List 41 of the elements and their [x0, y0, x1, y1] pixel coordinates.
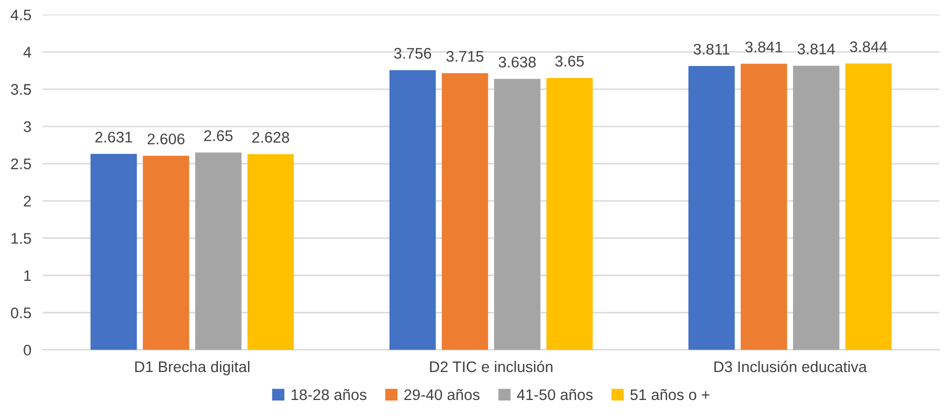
y-tick-label: 4 — [23, 46, 32, 58]
legend-label: 51 años o + — [630, 389, 710, 400]
x-tick-label: D2 TIC e inclusión — [430, 360, 552, 372]
bar — [247, 154, 294, 350]
bar — [442, 73, 488, 350]
y-tick-label: 4.5 — [10, 10, 31, 20]
y-tick-label: 2 — [24, 196, 31, 206]
y-tick-label: 3 — [24, 121, 31, 132]
data-label: 3.638 — [498, 56, 536, 68]
y-tick-label: 2.5 — [11, 158, 31, 170]
bar — [389, 70, 436, 350]
bar — [546, 78, 593, 350]
data-label: 3.814 — [798, 44, 835, 54]
legend-label: 18-28 años — [292, 389, 366, 400]
bar — [90, 154, 137, 350]
y-tick-label: 1 — [24, 270, 31, 281]
y-tick-label: 0.5 — [10, 307, 31, 318]
legend-label: 41-50 años — [517, 389, 593, 400]
bar — [142, 156, 190, 350]
y-tick-label: 3.5 — [10, 84, 31, 95]
data-label: 3.811 — [694, 44, 730, 55]
bar — [195, 152, 242, 350]
data-label: 3.715 — [446, 50, 484, 62]
y-tick-label: 1.5 — [12, 233, 31, 244]
bar — [793, 66, 840, 350]
data-label: 2.631 — [95, 132, 132, 143]
y-tick-label: 0 — [24, 344, 31, 356]
x-tick-label: D3 Inclusión educativa — [714, 360, 867, 372]
bar — [688, 66, 735, 350]
data-label: 3.841 — [745, 42, 782, 52]
bar — [845, 64, 892, 350]
data-label: 2.628 — [252, 132, 290, 143]
data-label: 3.65 — [555, 56, 584, 67]
x-tick-label: D1 Brecha digital — [135, 360, 250, 376]
data-label: 2.606 — [148, 134, 184, 144]
legend-label: 29-40 años — [404, 389, 480, 400]
bar — [494, 78, 540, 350]
data-label: 2.65 — [204, 130, 233, 142]
data-label: 3.844 — [850, 41, 888, 52]
data-label: 3.756 — [394, 48, 432, 59]
bar — [740, 64, 788, 350]
